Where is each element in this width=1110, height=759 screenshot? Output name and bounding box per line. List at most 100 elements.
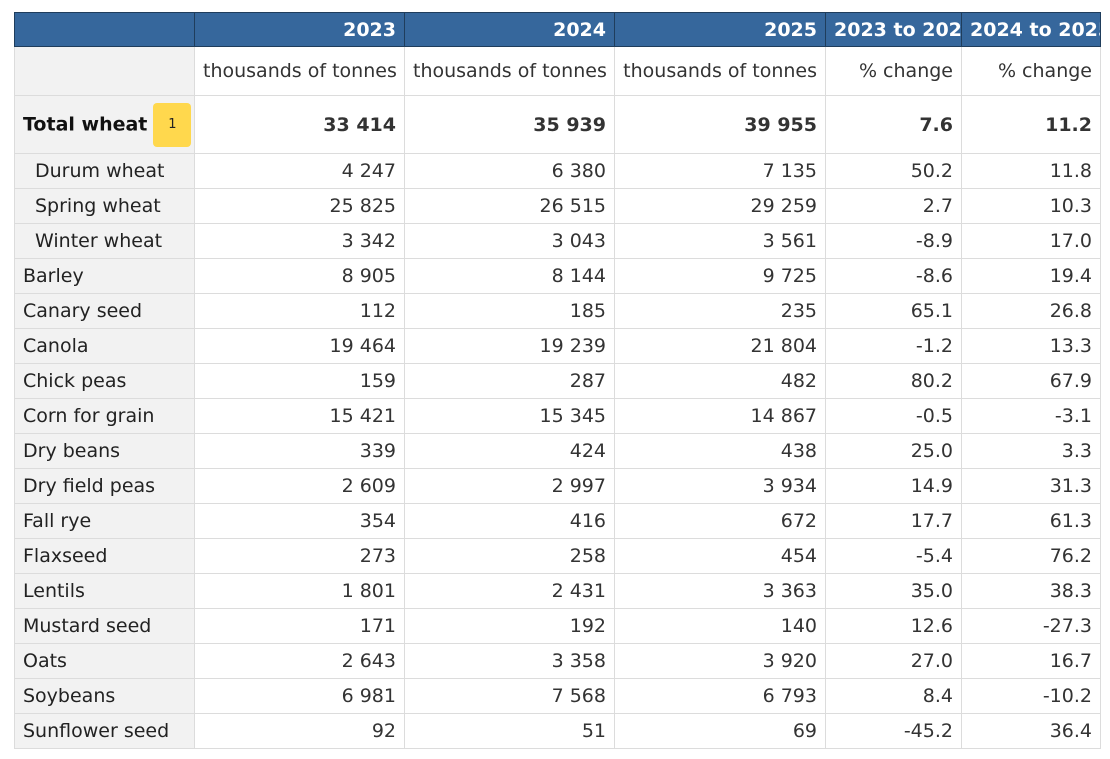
data-cell: 9 725: [614, 258, 826, 294]
data-cell: 26 515: [404, 188, 615, 224]
data-cell: 6 793: [614, 678, 826, 714]
data-cell: 2 997: [404, 468, 615, 504]
table-row: Fall rye 354 416 672 17.7 61.3: [14, 503, 1101, 539]
row-header: Mustard seed: [14, 608, 195, 644]
header-row-units: thousands of tonnes thousands of tonnes …: [14, 46, 1101, 96]
data-cell: 235: [614, 293, 826, 329]
data-cell: 192: [404, 608, 615, 644]
data-cell: 25 825: [194, 188, 405, 224]
data-cell: 17.7: [825, 503, 962, 539]
table-row: Flaxseed 273 258 454 -5.4 76.2: [14, 538, 1101, 574]
data-cell: 672: [614, 503, 826, 539]
data-cell: 61.3: [961, 503, 1101, 539]
table-row: Canola 19 464 19 239 21 804 -1.2 13.3: [14, 328, 1101, 364]
data-cell: 51: [404, 713, 615, 749]
data-cell: 482: [614, 363, 826, 399]
row-header: Canola: [14, 328, 195, 364]
unit-header: thousands of tonnes: [614, 46, 826, 96]
data-cell: -8.6: [825, 258, 962, 294]
data-cell: 14 867: [614, 398, 826, 434]
data-cell: 3 358: [404, 643, 615, 679]
data-cell: 4 247: [194, 153, 405, 189]
unit-header: % change: [961, 46, 1101, 96]
footnote-link[interactable]: 1: [153, 102, 192, 147]
table-row: Oats 2 643 3 358 3 920 27.0 16.7: [14, 643, 1101, 679]
data-cell: 1 801: [194, 573, 405, 609]
data-cell: 438: [614, 433, 826, 469]
row-header: Dry beans: [14, 433, 195, 469]
data-cell: -45.2: [825, 713, 962, 749]
data-cell: 21 804: [614, 328, 826, 364]
row-header: Durum wheat: [14, 153, 195, 189]
row-header: Oats: [14, 643, 195, 679]
data-cell: 3 363: [614, 573, 826, 609]
unit-header: thousands of tonnes: [194, 46, 405, 96]
data-cell: 2.7: [825, 188, 962, 224]
data-cell: 39 955: [614, 95, 826, 154]
column-header-2023: 2023: [194, 12, 405, 47]
data-cell: 112: [194, 293, 405, 329]
data-cell: 65.1: [825, 293, 962, 329]
data-cell: 12.6: [825, 608, 962, 644]
data-cell: 29 259: [614, 188, 826, 224]
data-cell: -3.1: [961, 398, 1101, 434]
data-cell: 3 043: [404, 223, 615, 259]
data-cell: 36.4: [961, 713, 1101, 749]
data-cell: 424: [404, 433, 615, 469]
data-cell: 6 380: [404, 153, 615, 189]
data-cell: 7 135: [614, 153, 826, 189]
data-cell: -8.9: [825, 223, 962, 259]
column-header-2023-to-2024: 2023 to 2024: [825, 12, 962, 47]
data-cell: 3 934: [614, 468, 826, 504]
data-cell: 19 464: [194, 328, 405, 364]
data-cell: 8.4: [825, 678, 962, 714]
row-header: Flaxseed: [14, 538, 195, 574]
data-cell: -5.4: [825, 538, 962, 574]
data-cell: 38.3: [961, 573, 1101, 609]
table-row: Mustard seed 171 192 140 12.6 -27.3: [14, 608, 1101, 644]
data-cell: 2 431: [404, 573, 615, 609]
data-cell: 185: [404, 293, 615, 329]
row-label: Total wheat: [23, 113, 148, 135]
data-cell: 27.0: [825, 643, 962, 679]
header-stub-cell: [14, 12, 195, 47]
data-cell: 17.0: [961, 223, 1101, 259]
data-cell: -1.2: [825, 328, 962, 364]
data-cell: 354: [194, 503, 405, 539]
row-header: Soybeans: [14, 678, 195, 714]
data-cell: 35 939: [404, 95, 615, 154]
data-cell: 454: [614, 538, 826, 574]
table-row: Dry beans 339 424 438 25.0 3.3: [14, 433, 1101, 469]
data-cell: 15 345: [404, 398, 615, 434]
data-cell: 26.8: [961, 293, 1101, 329]
table-header: 2023 2024 2025 2023 to 2024 2024 to 2025…: [14, 12, 1101, 96]
data-cell: 19 239: [404, 328, 615, 364]
data-cell: 13.3: [961, 328, 1101, 364]
data-cell: 16.7: [961, 643, 1101, 679]
table-row: Sunflower seed 92 51 69 -45.2 36.4: [14, 713, 1101, 749]
table-row: Soybeans 6 981 7 568 6 793 8.4 -10.2: [14, 678, 1101, 714]
data-cell: 31.3: [961, 468, 1101, 504]
row-header: Chick peas: [14, 363, 195, 399]
data-cell: 8 905: [194, 258, 405, 294]
column-header-2025: 2025: [614, 12, 826, 47]
data-cell: 7 568: [404, 678, 615, 714]
data-cell: 3.3: [961, 433, 1101, 469]
table-row-total-wheat: Total wheat 1 33 414 35 939 39 955 7.6 11…: [14, 95, 1101, 154]
data-cell: 258: [404, 538, 615, 574]
row-header: Corn for grain: [14, 398, 195, 434]
data-cell: 7.6: [825, 95, 962, 154]
data-cell: 50.2: [825, 153, 962, 189]
data-cell: 35.0: [825, 573, 962, 609]
data-cell: 3 561: [614, 223, 826, 259]
data-cell: 2 609: [194, 468, 405, 504]
crop-production-table: 2023 2024 2025 2023 to 2024 2024 to 2025…: [14, 12, 1101, 749]
table-row: Corn for grain 15 421 15 345 14 867 -0.5 -3.1: [14, 398, 1101, 434]
row-header: Fall rye: [14, 503, 195, 539]
column-header-2024: 2024: [404, 12, 615, 47]
table-row: Winter wheat 3 342 3 043 3 561 -8.9 17.0: [14, 223, 1101, 259]
row-header: Sunflower seed: [14, 713, 195, 749]
row-header: Barley: [14, 258, 195, 294]
data-cell: 76.2: [961, 538, 1101, 574]
table-body: Total wheat 1 33 414 35 939 39 955 7.6 11…: [14, 95, 1101, 749]
